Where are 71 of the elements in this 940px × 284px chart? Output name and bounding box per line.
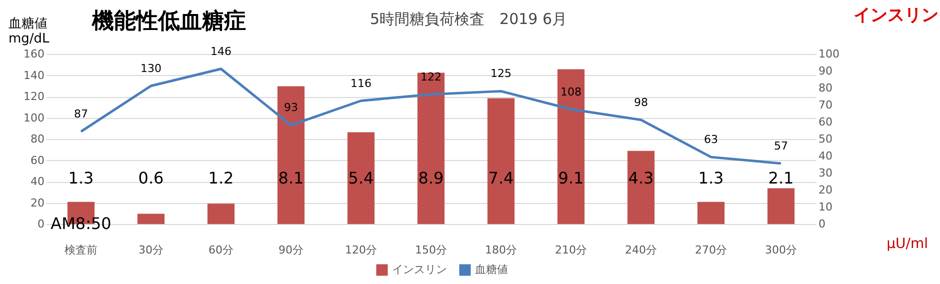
- data-label: 87: [74, 108, 88, 121]
- annotation: 7.4: [488, 168, 514, 188]
- legend-label: インスリン: [392, 263, 447, 276]
- annotation: 4.3: [628, 168, 654, 188]
- y2-tick-label: 50: [818, 132, 832, 146]
- y2-tick-label: 10: [818, 200, 832, 214]
- x-tick-label: 180分: [485, 244, 517, 256]
- data-label: 57: [774, 139, 788, 152]
- data-label: 108: [560, 85, 582, 98]
- annotation: 0.6: [138, 168, 164, 188]
- x-tick-label: 210分: [555, 244, 587, 256]
- annotation: 9.1: [558, 168, 584, 188]
- x-tick-label: 270分: [695, 244, 727, 256]
- x-tick-label: 150分: [415, 244, 447, 256]
- annotation: 1.3: [698, 168, 724, 188]
- y-tick-label: 140: [24, 68, 44, 82]
- y2-axis-title: インスリン: [854, 6, 938, 26]
- data-label: 116: [350, 76, 372, 90]
- y2-tick-label: 40: [818, 150, 832, 162]
- y2-tick-label: 30: [818, 166, 832, 180]
- annotation: AM8:50: [50, 214, 112, 233]
- data-label: 125: [490, 67, 512, 80]
- y-tick-label: 60: [30, 154, 44, 167]
- y2-tick-label: 100: [818, 48, 840, 60]
- x-tick-label: 30分: [138, 244, 164, 256]
- y-tick-label: 80: [30, 132, 44, 146]
- bar: [207, 204, 235, 224]
- chart-title: 機能性低血糖症: [92, 8, 246, 36]
- x-tick-label: 300分: [765, 244, 797, 256]
- y2-tick-label: 80: [818, 82, 832, 94]
- x-tick-label: 90分: [278, 244, 304, 256]
- y-tick-label: 120: [24, 90, 44, 103]
- x-tick-label: 検査前: [64, 244, 98, 256]
- data-label: 146: [210, 44, 232, 58]
- y2-tick-label: 70: [818, 98, 832, 112]
- x-tick-label: 240分: [625, 244, 657, 256]
- data-label: 98: [634, 96, 648, 109]
- bar: [697, 202, 725, 224]
- y-tick-label: 100: [24, 111, 44, 124]
- bar: [137, 214, 165, 224]
- y2-tick-label: 60: [818, 116, 832, 128]
- data-label: 122: [420, 70, 442, 84]
- annotation: 1.3: [68, 168, 94, 188]
- y-tick-label: 160: [24, 48, 44, 60]
- y-tick-label: 40: [30, 175, 44, 188]
- bar: [347, 132, 375, 224]
- y-tick-label: 20: [30, 196, 44, 210]
- y2-tick-label: 20: [818, 184, 832, 196]
- x-tick-label: 60分: [208, 244, 234, 256]
- bar: [487, 98, 515, 224]
- y2-tick-label: 90: [818, 64, 832, 78]
- annotation: 5.4: [348, 168, 374, 188]
- bar: [417, 72, 445, 224]
- annotation: 8.1: [278, 168, 304, 188]
- data-label: 130: [140, 62, 162, 75]
- annotation: 2.1: [768, 168, 794, 188]
- legend-label: 血糖値: [475, 263, 508, 276]
- data-label: 63: [704, 133, 718, 146]
- y-axis-title: 血糖値 mg/dL: [8, 16, 50, 46]
- bar: [627, 150, 655, 224]
- data-label: 93: [284, 101, 298, 114]
- annotation: 1.2: [208, 168, 234, 188]
- bar: [557, 69, 585, 224]
- chart-subtitle: 5時間糖負荷検査 2019 6月: [370, 10, 568, 29]
- x-tick-label: 120分: [345, 244, 377, 256]
- annotation: 8.9: [418, 168, 444, 188]
- bar: [767, 188, 795, 224]
- y2-tick-label: 0: [818, 218, 826, 230]
- text: μU/ml: [886, 236, 928, 252]
- bar: [277, 86, 305, 224]
- y-tick-label: 0: [38, 218, 44, 230]
